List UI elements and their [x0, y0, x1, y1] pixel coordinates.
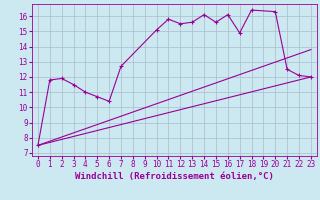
X-axis label: Windchill (Refroidissement éolien,°C): Windchill (Refroidissement éolien,°C) — [75, 172, 274, 181]
